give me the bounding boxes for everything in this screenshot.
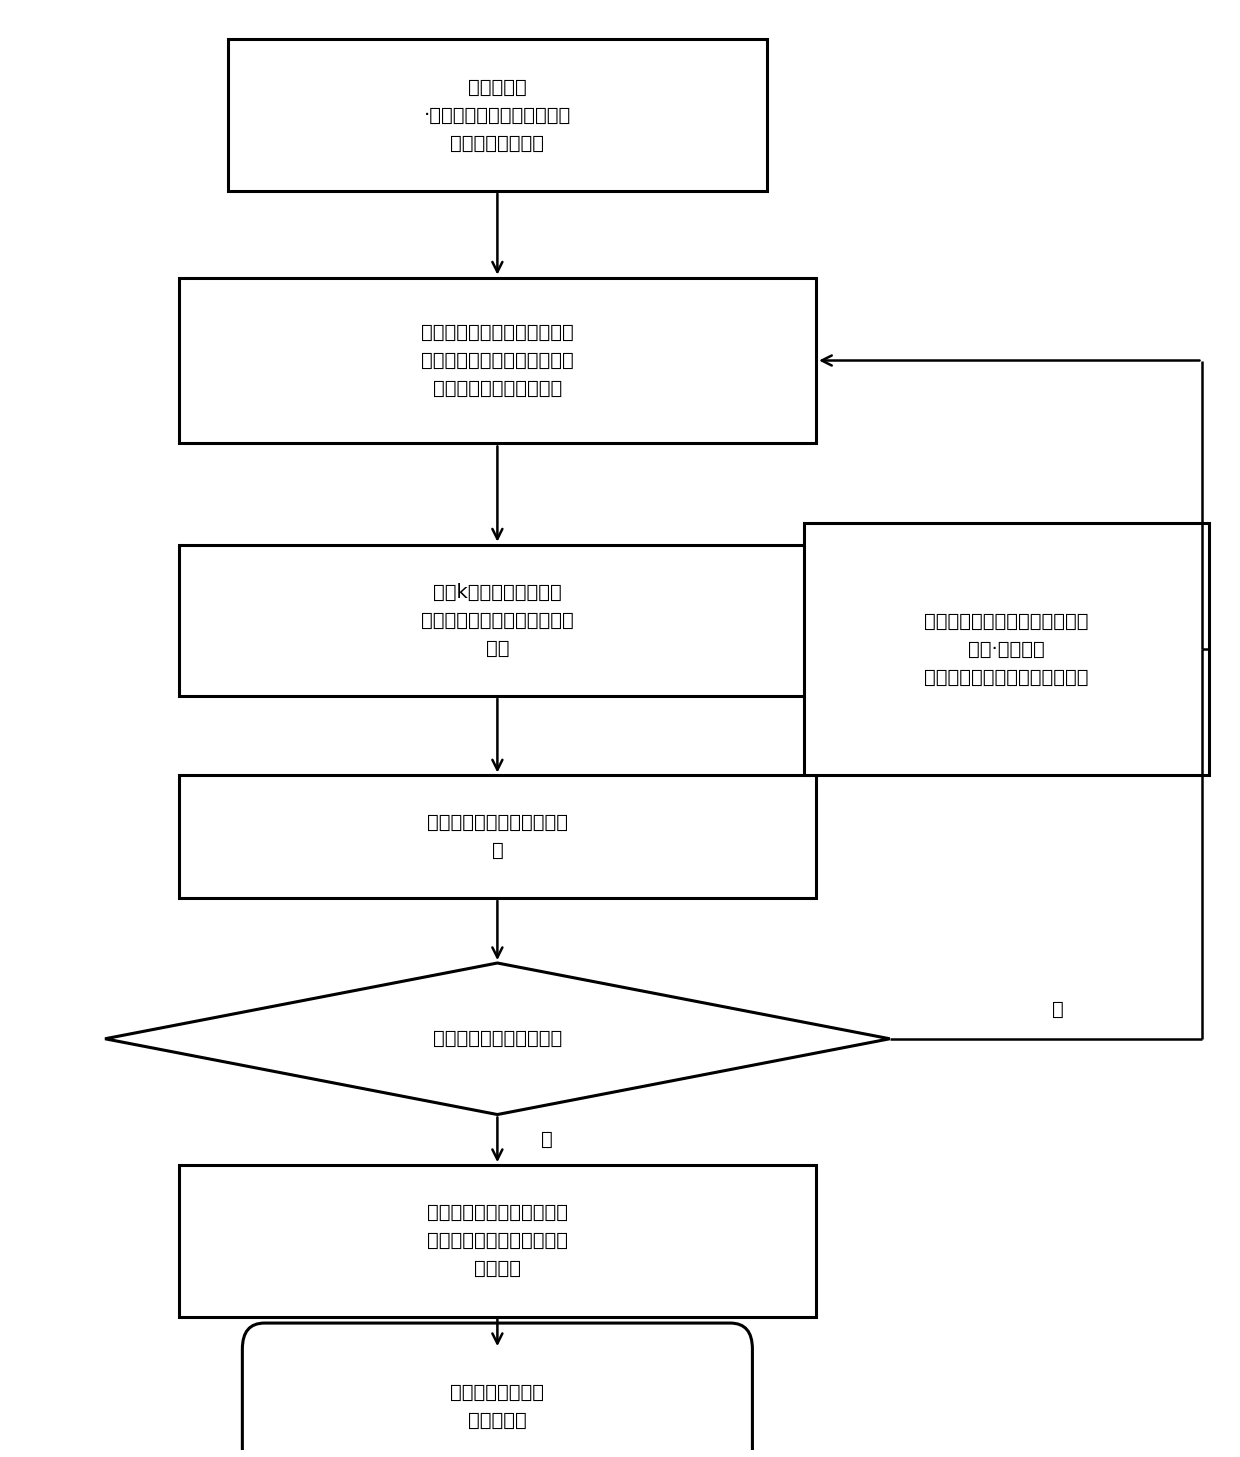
FancyBboxPatch shape <box>179 775 816 898</box>
FancyBboxPatch shape <box>228 39 768 191</box>
Text: 归一化后的
·维向量，作为深度信念网络
的输入进行初始化: 归一化后的 ·维向量，作为深度信念网络 的输入进行初始化 <box>424 77 570 153</box>
Text: 通过可见层状态得到隐层状态
的激活概率，通过隐层状态得
到可见层状态的激活概率: 通过可见层状态得到隐层状态 的激活概率，通过隐层状态得 到可见层状态的激活概率 <box>422 323 574 398</box>
FancyBboxPatch shape <box>179 545 816 696</box>
Text: 得到深度信念网络
提取的特征: 得到深度信念网络 提取的特征 <box>450 1383 544 1431</box>
FancyBboxPatch shape <box>179 277 816 443</box>
FancyBboxPatch shape <box>804 523 1209 775</box>
Text: 利用k步对比散度算法，
使得这一层的权值和偏置得到
更新: 利用k步对比散度算法， 使得这一层的权值和偏置得到 更新 <box>422 583 574 657</box>
Polygon shape <box>105 963 890 1115</box>
Text: 利用神经网络进行误差反向
传播得到有监督学习后的权
值和偏置: 利用神经网络进行误差反向 传播得到有监督学习后的权 值和偏置 <box>427 1203 568 1278</box>
FancyBboxPatch shape <box>242 1323 753 1457</box>
Text: 是: 是 <box>541 1131 552 1150</box>
FancyBboxPatch shape <box>179 1166 816 1317</box>
Text: 隐层层数是否达到设定值: 隐层层数是否达到设定值 <box>433 1029 562 1048</box>
Text: 否: 否 <box>1053 1001 1064 1020</box>
Text: 用得到的权值和偏置计算出更新
后的·维向量，
作为下一次深度信念网络的输入: 用得到的权值和偏置计算出更新 后的·维向量， 作为下一次深度信念网络的输入 <box>924 612 1089 686</box>
Text: 得到无监督学习的权值和偏
置: 得到无监督学习的权值和偏 置 <box>427 813 568 860</box>
